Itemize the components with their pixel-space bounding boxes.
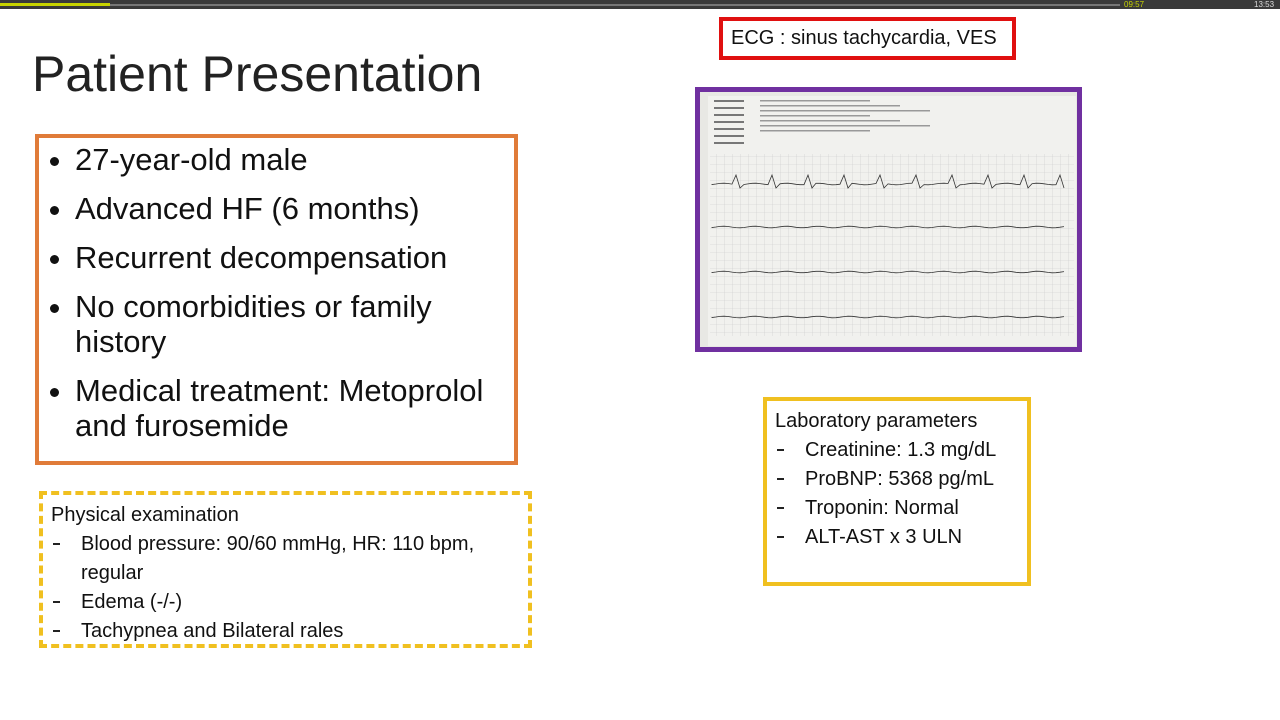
ecg-header-line [760,115,870,117]
history-item: Recurrent decompensation [75,240,504,275]
ecg-header-line [714,107,744,109]
ecg-header-line [760,120,900,122]
ecg-trace [711,315,1065,319]
dash-marker [777,449,784,451]
physical-exam-item: Tachypnea and Bilateral rales [51,617,518,646]
physical-exam-heading: Physical examination [51,504,239,526]
lab-item-text: Creatinine: 1.3 mg/dL [805,439,997,461]
ecg-trace [711,225,1065,229]
lab-item-text: ALT-AST x 3 ULN [805,526,963,548]
ecg-header-line [714,114,744,116]
ecg-header-line [760,110,930,112]
progress-track [110,4,1120,6]
history-item: No comorbidities or family history [75,289,504,359]
ecg-header-line [760,105,900,107]
ecg-traces [711,173,1065,319]
dash-marker [53,601,60,603]
lab-item-text: Troponin: Normal [805,497,959,519]
physical-exam-item-text: Edema (-/-) [81,591,183,613]
physical-exam-item: Edema (-/-) [51,588,518,617]
lab-item: ProBNP: 5368 pg/mL [775,465,1019,494]
dash-marker [777,536,784,538]
ecg-trace [711,173,1065,189]
lab-item: ALT-AST x 3 ULN [775,523,1019,552]
labs-list: Creatinine: 1.3 mg/dL ProBNP: 5368 pg/mL T… [775,436,1019,552]
dash-marker [53,543,60,545]
ecg-header [714,100,930,144]
ecg-header-line [714,128,744,130]
ecg-header-line [714,135,744,137]
ecg-header-line [714,100,744,102]
ecg-caption: ECG : sinus tachycardia, VES [719,17,1016,60]
ecg-header-line [714,142,744,144]
slide-title: Patient Presentation [32,46,483,102]
total-time: 13:53 [1254,0,1275,9]
ecg-grid [710,154,1074,336]
dash-marker [53,630,60,632]
ecg-header-line [760,125,930,127]
lab-item: Creatinine: 1.3 mg/dL [775,436,1019,465]
physical-exam-item-text: Tachypnea and Bilateral rales [81,620,344,642]
lab-item-text: ProBNP: 5368 pg/mL [805,468,994,490]
progress-fill [0,3,110,6]
ecg-header-line [760,130,870,132]
ecg-header-line [760,100,870,102]
lab-item: Troponin: Normal [775,494,1019,523]
elapsed-time: 09:57 [1124,0,1145,9]
physical-exam-item-text: Blood pressure: 90/60 mmHg, HR: 110 bpm,… [81,533,475,584]
history-box: 27-year-old male Advanced HF (6 months) Re… [35,134,518,465]
physical-exam-box: Physical examination Blood pressure: 90/… [39,491,532,648]
history-item: Medical treatment: Metoprolol and furose… [75,373,504,443]
dash-marker [777,507,784,509]
dash-marker [777,478,784,480]
ecg-trace [711,270,1065,274]
history-list: 27-year-old male Advanced HF (6 months) Re… [39,142,504,443]
labs-box: Laboratory parameters Creatinine: 1.3 mg… [763,397,1031,586]
ecg-header-line [714,121,744,123]
history-item: 27-year-old male [75,142,504,177]
ecg-image [695,87,1082,352]
history-item: Advanced HF (6 months) [75,191,504,226]
physical-exam-item: Blood pressure: 90/60 mmHg, HR: 110 bpm,… [51,530,518,588]
physical-exam-list: Blood pressure: 90/60 mmHg, HR: 110 bpm,… [51,530,518,646]
labs-heading: Laboratory parameters [775,410,978,432]
